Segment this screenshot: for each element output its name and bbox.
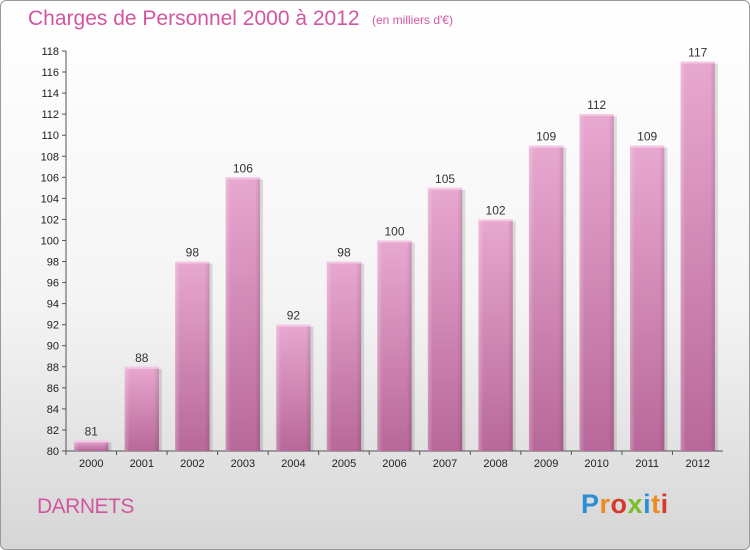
y-tick-label: 92 [47, 320, 59, 332]
bar-highlight [175, 261, 210, 451]
bar-value-label: 112 [587, 98, 606, 112]
bar-highlight [630, 145, 665, 451]
proxiti-logo: Proxiti [581, 489, 669, 520]
y-tick-label: 82 [47, 425, 59, 437]
bar-cap [528, 145, 564, 148]
y-tick-label: 104 [41, 193, 59, 205]
x-tick-label: 2009 [534, 458, 558, 470]
x-tick-label: 2010 [584, 458, 608, 470]
x-tick-label: 2001 [130, 458, 154, 470]
x-tick-label: 2002 [180, 458, 204, 470]
y-tick-label: 114 [41, 88, 59, 100]
y-tick-label: 80 [47, 446, 59, 458]
logo-letter: i [660, 489, 669, 519]
y-tick-label: 106 [41, 172, 59, 184]
y-tick-label: 84 [47, 404, 59, 416]
bar-cap [478, 219, 513, 222]
y-tick-label: 86 [47, 383, 59, 395]
logo-letter: o [610, 489, 628, 519]
bar-cap [630, 145, 665, 148]
bar-value-label: 92 [287, 309, 301, 323]
x-tick-label: 2003 [231, 458, 255, 470]
x-tick-label: 2007 [433, 458, 457, 470]
bar-value-label: 105 [435, 172, 455, 186]
bar-cap [680, 61, 715, 64]
bar-value-label: 88 [135, 351, 149, 365]
bar-cap [377, 240, 412, 243]
bar-value-label: 106 [233, 161, 253, 175]
x-tick-label: 2006 [382, 458, 406, 470]
bar-value-label: 109 [637, 130, 657, 144]
x-tick-label: 2011 [635, 458, 659, 470]
y-tick-label: 108 [41, 151, 59, 163]
logo-letter: t [651, 489, 661, 519]
y-tick-label: 90 [47, 341, 59, 353]
y-tick-label: 96 [47, 278, 59, 290]
bar-cap [175, 261, 210, 264]
y-tick-label: 112 [41, 109, 59, 121]
bar-highlight [427, 187, 463, 451]
bar-cap [579, 114, 614, 117]
bar-highlight [579, 114, 614, 451]
x-tick-label: 2004 [281, 458, 305, 470]
y-tick-label: 102 [41, 214, 59, 226]
bar-value-label: 98 [186, 246, 200, 260]
bar-highlight [74, 440, 109, 451]
logo-letter: x [627, 489, 644, 519]
y-tick-label: 100 [41, 235, 59, 247]
bar-highlight [225, 177, 261, 451]
bar-highlight [377, 240, 412, 451]
x-tick-label: 2012 [685, 458, 709, 470]
bar-value-label: 109 [536, 130, 556, 144]
y-tick-label: 94 [47, 299, 59, 311]
bar-cap [74, 440, 109, 443]
y-tick-label: 116 [41, 67, 59, 79]
bar-cap [427, 187, 463, 190]
logo-letter: i [643, 489, 652, 519]
logo-letter: P [581, 489, 600, 519]
bar-cap [326, 261, 362, 264]
commune-name: DARNETS [37, 495, 134, 518]
y-tick-label: 118 [41, 46, 59, 58]
chart-title: Charges de Personnel 2000 à 2012 [28, 7, 360, 30]
y-tick-label: 110 [41, 130, 59, 142]
bar-highlight [326, 261, 362, 451]
bar-cap [225, 177, 261, 180]
chart-subtitle: (en milliers d'€) [372, 13, 453, 27]
bar-highlight [680, 61, 715, 452]
bar-highlight [276, 324, 311, 451]
bar-cap [124, 366, 159, 369]
bar-highlight [478, 219, 513, 451]
bar-value-label: 98 [337, 246, 351, 260]
bar-value-label: 102 [486, 203, 506, 217]
bar-cap [276, 324, 311, 327]
bar-value-label: 100 [384, 224, 404, 238]
x-tick-label: 2005 [332, 458, 356, 470]
x-tick-label: 2000 [79, 458, 103, 470]
bar-highlight [528, 145, 564, 451]
logo-letter: r [599, 489, 611, 519]
y-tick-label: 88 [47, 362, 59, 374]
bar-highlight [124, 366, 159, 451]
bar-value-label: 81 [85, 424, 99, 438]
y-tick-label: 98 [47, 257, 59, 269]
bar-value-label: 117 [688, 46, 707, 60]
x-tick-label: 2008 [483, 458, 507, 470]
